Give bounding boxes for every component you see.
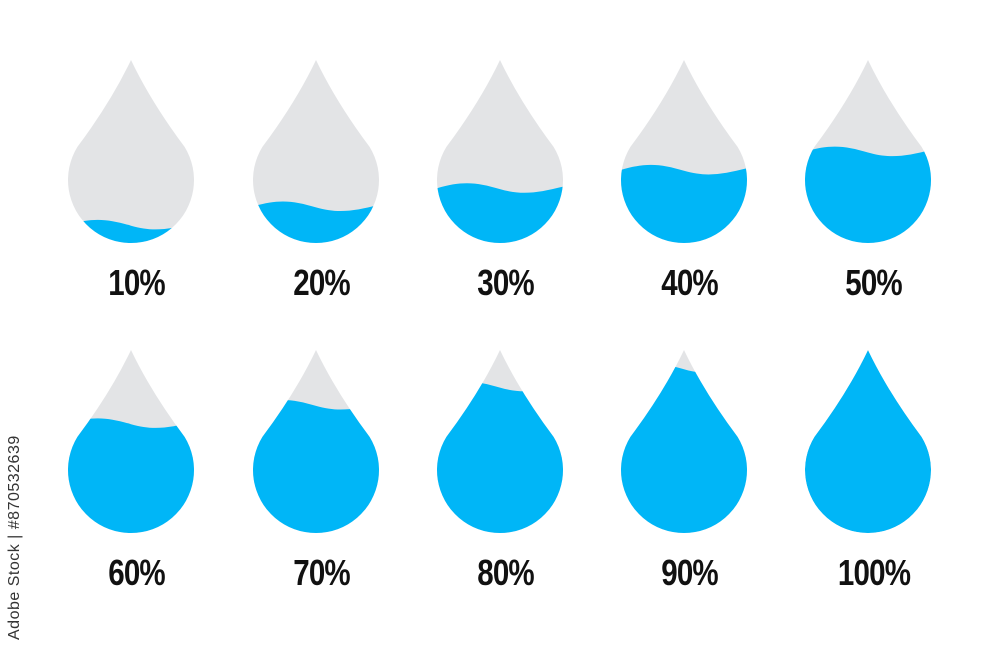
drop-percent-label: 80% [426,552,586,594]
drop-percent-label: 100% [794,552,954,594]
drop-percent-text: 90% [661,552,719,593]
drop-percent-text: 100% [837,552,911,593]
drop-percent-label: 10% [57,262,217,304]
drop-water-fill [805,350,931,533]
drop-water-fill [253,201,380,244]
drop-percent-text: 50% [845,262,903,303]
drop-empty-area [253,60,379,244]
water-drop [436,60,564,244]
drop-percent-text: 10% [108,262,166,303]
drop-percent-text: 60% [108,552,166,593]
drop-water-fill [805,146,932,244]
water-drop [804,60,932,244]
drop-percent-text: 80% [477,552,535,593]
water-drop [804,350,932,534]
drop-percent-label: 20% [242,262,402,304]
drop-percent-text: 30% [477,262,535,303]
drop-water-fill [68,418,195,534]
drop-water-fill [621,363,748,534]
water-drop [67,350,195,534]
drop-percent-text: 70% [293,552,351,593]
drop-water-fill [621,164,748,244]
water-drop [252,60,380,244]
drop-percent-label: 60% [57,552,217,594]
water-drop [436,350,564,534]
water-drop [252,350,380,534]
drop-empty-area [68,60,194,244]
water-drop [620,350,748,534]
drop-percent-text: 40% [661,262,719,303]
drop-percent-label: 70% [242,552,402,594]
drop-water-fill [253,400,380,534]
drop-water-fill [437,381,564,534]
drop-water-fill [437,183,564,244]
drop-percent-label: 40% [610,262,770,304]
stock-credit: Adobe Stock | #870532639 [6,435,23,640]
water-drop [620,60,748,244]
drop-percent-text: 20% [293,262,351,303]
water-drop [67,60,195,244]
drop-percent-label: 50% [794,262,954,304]
drop-percent-label: 90% [610,552,770,594]
drop-percent-label: 30% [426,262,586,304]
